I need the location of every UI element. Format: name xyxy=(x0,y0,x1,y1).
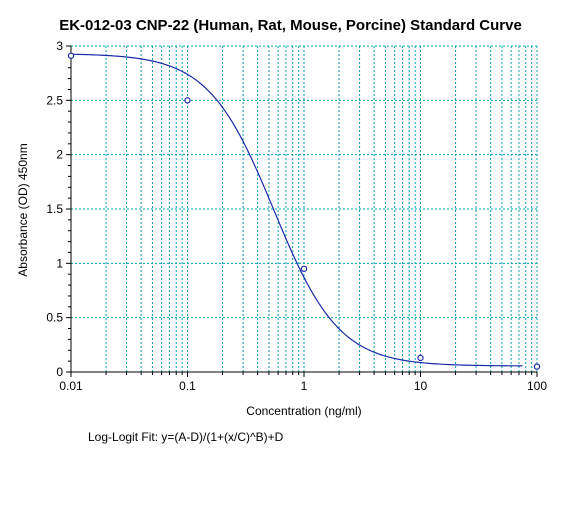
y-tick-label: 1.5 xyxy=(46,202,63,216)
x-tick-label: 0.1 xyxy=(179,379,196,393)
data-point xyxy=(67,52,75,59)
x-tick-label: 1 xyxy=(301,379,308,393)
data-point xyxy=(417,354,424,362)
data-point xyxy=(533,363,541,370)
x-tick-label: 10 xyxy=(414,379,428,393)
x-axis-label: Concentration (ng/ml) xyxy=(246,404,361,418)
data-point xyxy=(300,265,308,272)
axes xyxy=(66,45,538,377)
y-tick-label: 2.5 xyxy=(46,93,63,107)
fit-curve-line xyxy=(70,53,523,367)
data-point xyxy=(184,97,191,104)
y-tick-label: 3 xyxy=(56,39,63,53)
x-tick-label: 0.01 xyxy=(59,379,83,393)
tick-labels: 0 0.5 1 1.5 2 2.5 3 0.01 0.1 1 10 100 xyxy=(46,39,547,393)
fit-curve xyxy=(70,53,523,367)
y-tick-label: 0 xyxy=(56,365,63,379)
data-points xyxy=(67,52,541,370)
y-tick-label: 1 xyxy=(56,256,63,270)
x-tick-label: 100 xyxy=(527,379,547,393)
fit-equation-note: Log-Logit Fit: y=(A-D)/(1+(x/C)^B)+D xyxy=(88,430,284,444)
chart-title: EK-012-03 CNP-22 (Human, Rat, Mouse, Por… xyxy=(59,17,522,34)
grid-lines xyxy=(71,45,538,372)
y-tick-label: 2 xyxy=(56,148,63,162)
y-tick-label: 0.5 xyxy=(46,311,63,325)
y-axis-label: Absorbance (OD) 450nm xyxy=(16,143,30,276)
